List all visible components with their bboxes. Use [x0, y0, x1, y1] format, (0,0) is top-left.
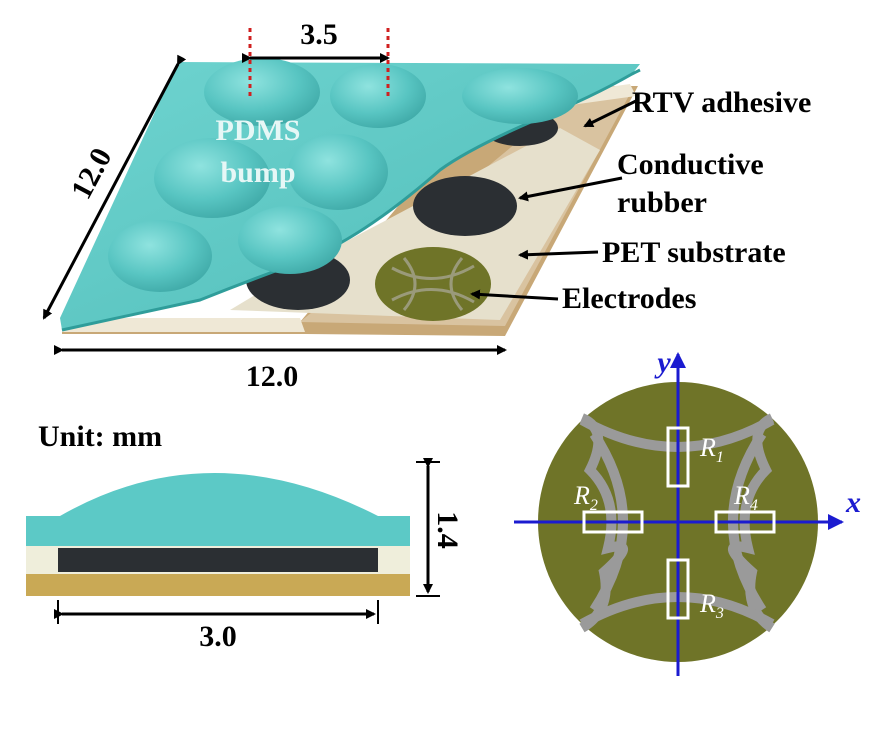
pet-callout-arrow — [518, 249, 599, 260]
pdms-bump — [462, 68, 578, 124]
resistor-r1-box — [666, 426, 690, 488]
rtv-callout-arrow — [583, 98, 639, 128]
pet-label: PET substrate — [602, 236, 786, 269]
pdms-bump — [330, 64, 426, 128]
resistor-r1-label: R1 — [699, 433, 724, 466]
pdms-bump — [238, 206, 342, 274]
resistor-r2-box — [582, 510, 644, 534]
resistor-r3-box — [666, 558, 690, 620]
pdms-label-line1: PDMS — [216, 114, 301, 147]
resistor-r2-label: R2 — [573, 481, 598, 514]
width-dimension: 12.0 — [54, 345, 507, 393]
width-label: 12.0 — [246, 360, 299, 393]
cross-section-pet — [26, 574, 410, 596]
bump-width-label: 3.0 — [199, 620, 237, 653]
pdms-label-line2: bump — [220, 156, 295, 189]
y-axis-label: y — [654, 346, 671, 379]
x-axis-label: x — [845, 486, 861, 519]
cross-section-view: 1.4 3.0 — [26, 458, 464, 653]
electrodes-label: Electrodes — [562, 282, 696, 315]
pdms-bump — [288, 134, 388, 210]
conductive-label-line2: rubber — [617, 186, 707, 219]
electrode-top-view: y x R1 R2 R3 R4 — [514, 346, 861, 676]
cross-section-pdms — [26, 473, 410, 546]
conductive-rubber-disc — [413, 176, 517, 236]
resistor-r4-box — [714, 510, 776, 534]
electrode-disc-3d — [375, 247, 491, 321]
unit-label: Unit: mm — [38, 420, 162, 453]
rubber-callout-arrow — [518, 176, 623, 202]
resistor-r4-label: R4 — [733, 481, 758, 514]
rtv-adhesive-strip — [62, 318, 305, 332]
pitch-dimension: 3.5 — [242, 18, 390, 100]
rtv-label: RTV adhesive — [632, 86, 811, 119]
cross-section-rubber — [58, 548, 378, 572]
exploded-3d-view: 3.5 12.0 12.0 PDMS bump RTV adhesive Con… — [42, 18, 811, 393]
pitch-label: 3.5 — [300, 18, 338, 51]
height-label: 1.4 — [431, 511, 464, 549]
pdms-bump — [108, 220, 212, 292]
pdms-bump — [204, 58, 320, 126]
conductive-label-line1: Conductive — [617, 148, 764, 181]
resistor-r3-label: R3 — [699, 589, 724, 622]
electrodes-callout-arrow — [470, 289, 559, 301]
